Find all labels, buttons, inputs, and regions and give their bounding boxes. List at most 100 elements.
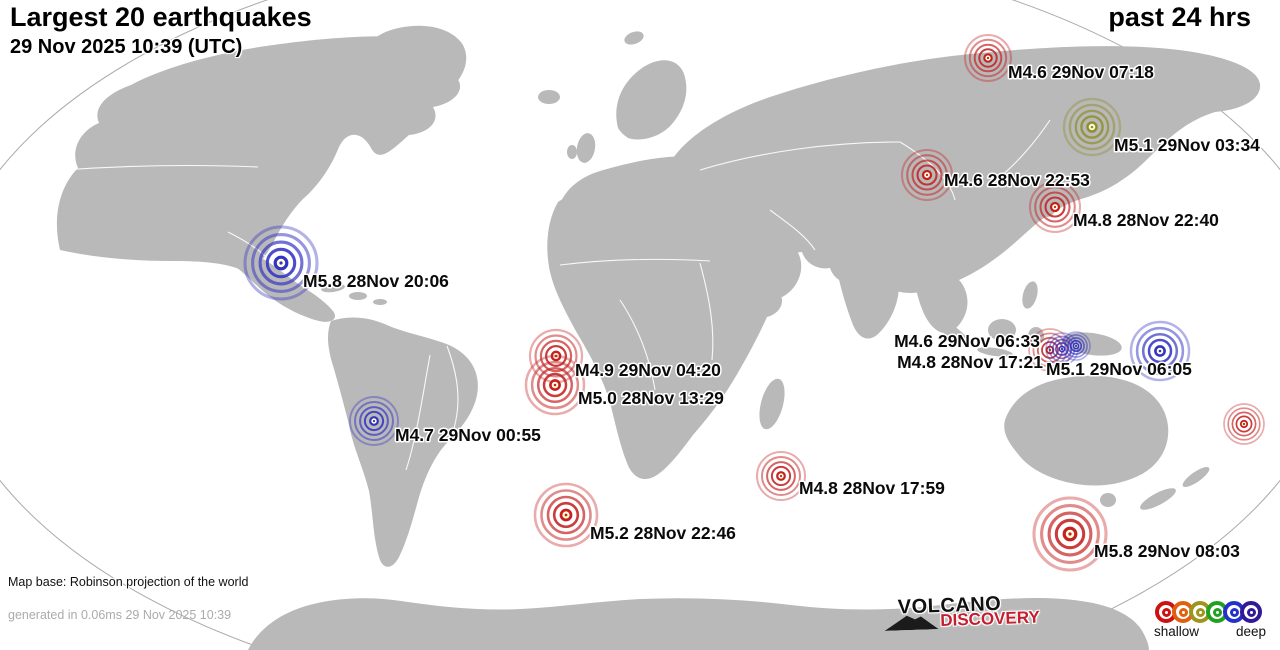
period-label: past 24 hrs: [1108, 2, 1251, 32]
quake-epicenter-dot: [1068, 532, 1072, 536]
quake-ring: [1129, 320, 1191, 382]
quake-ring: [1044, 196, 1066, 218]
landmass-south-america: [328, 317, 478, 567]
quake-marker[interactable]: [1129, 320, 1191, 382]
landmass-indochina: [915, 268, 968, 334]
quake-ring: [916, 164, 938, 186]
landmass-north-america: [56, 36, 461, 271]
quake-ring: [1041, 341, 1059, 359]
quake-ring: [243, 225, 319, 301]
quake-label: M4.6 28Nov 22:53: [944, 170, 1090, 190]
landmass-central-america: [235, 256, 336, 322]
generated-note: generated in 0.06ms 29 Nov 2025 10:39: [8, 608, 232, 622]
quake-ring: [1147, 338, 1173, 364]
landmass-japan-north: [1071, 162, 1085, 182]
quake-marker[interactable]: [756, 451, 806, 501]
quake-ring: [911, 159, 943, 191]
landmass-africa: [547, 182, 783, 479]
quake-epicenter-dot: [554, 354, 558, 358]
quake-marker[interactable]: [1045, 332, 1079, 366]
quake-ring: [1067, 337, 1085, 355]
quake-ring: [524, 354, 586, 416]
quake-marker[interactable]: [900, 148, 954, 202]
landmass-scandinavia: [616, 60, 687, 140]
quake-ring: [533, 482, 599, 548]
quake-epicenter-dot: [279, 261, 283, 265]
depth-legend: shallow deep: [1154, 601, 1266, 639]
quake-ring: [542, 372, 568, 398]
quake-marker[interactable]: [1032, 496, 1108, 572]
quake-ring: [770, 465, 792, 487]
quake-ring: [363, 410, 385, 432]
quake-ring: [530, 360, 580, 410]
quake-ring: [1032, 496, 1108, 572]
quake-ring: [1223, 403, 1265, 445]
quake-ring: [552, 501, 580, 529]
quake-marker[interactable]: [1028, 180, 1082, 234]
quake-marker[interactable]: [1062, 97, 1122, 157]
quake-ring: [1080, 115, 1104, 139]
quake-label: M4.8 28Nov 17:21: [897, 352, 1043, 372]
quake-ring: [964, 34, 1012, 82]
quake-label: M5.8 28Nov 20:06: [303, 271, 449, 291]
quake-marker[interactable]: [1061, 331, 1091, 361]
quake-marker[interactable]: [349, 396, 399, 446]
quake-epicenter-dot: [1090, 125, 1094, 129]
quake-ring: [973, 43, 1003, 73]
quake-epicenter-dot: [564, 513, 568, 517]
quake-ring: [1141, 332, 1179, 370]
quake-ring: [534, 334, 578, 378]
quake-ring: [1032, 332, 1068, 368]
quake-ring: [1231, 411, 1257, 437]
quake-ring: [546, 495, 586, 535]
depth-legend-ring-core: [1161, 607, 1171, 617]
landmass-java: [977, 347, 1013, 357]
volcano-discovery-logo[interactable]: VOLCANO DISCOVERY: [883, 592, 1054, 631]
quake-ring: [354, 401, 394, 441]
quake-ring: [1061, 331, 1091, 361]
landmass-nz-south: [1140, 488, 1176, 510]
quake-label: M5.8 29Nov 08:03: [1094, 541, 1240, 561]
quake-marker[interactable]: [524, 354, 586, 416]
quake-ring: [539, 339, 573, 373]
quake-marker[interactable]: [964, 34, 1012, 82]
quake-marker[interactable]: [533, 482, 599, 548]
quake-ring: [1074, 109, 1110, 145]
legend-deep-label: deep: [1235, 624, 1266, 639]
quake-ring: [265, 247, 297, 279]
quake-epicenter-dot: [372, 419, 376, 423]
quake-ring: [906, 154, 948, 196]
quake-ring: [1040, 504, 1100, 564]
quake-ring: [761, 456, 801, 496]
depth-legend-ring-core: [1229, 607, 1239, 617]
landmass-iceland: [538, 90, 560, 104]
depth-legend-ring: [1240, 601, 1262, 623]
landmass-madagascar: [759, 378, 785, 430]
quake-ring: [1069, 339, 1083, 353]
landmass-borneo: [988, 319, 1016, 341]
quake-marker[interactable]: [243, 225, 319, 301]
quake-ring: [1135, 326, 1185, 376]
page-title: Largest 20 earthquakes: [10, 2, 312, 32]
landmass-japan-main: [1058, 182, 1074, 202]
quake-marker[interactable]: [1223, 403, 1265, 445]
landmass-asia: [666, 46, 1261, 294]
quake-ring: [1039, 191, 1071, 223]
depth-legend-ring-core: [1178, 607, 1188, 617]
landmass-arabia: [737, 233, 802, 302]
quake-ring: [766, 461, 796, 491]
quake-label: M4.6 29Nov 06:33: [894, 331, 1040, 351]
quake-epicenter-dot: [779, 474, 783, 478]
landmass-svalbard: [624, 31, 644, 45]
landmass-ireland: [567, 145, 577, 159]
landmass-sumatra: [935, 319, 969, 345]
quake-ring: [968, 38, 1008, 78]
landmass-britain: [576, 133, 596, 163]
quake-ring: [1064, 334, 1088, 358]
landmass-antarctica: [248, 598, 1149, 650]
page-subtitle: 29 Nov 2025 10:39 (UTC): [10, 36, 243, 58]
quake-label: M5.2 28Nov 22:46: [590, 523, 736, 543]
landmass-india: [835, 246, 899, 339]
landmass-nz-north: [1182, 466, 1210, 488]
